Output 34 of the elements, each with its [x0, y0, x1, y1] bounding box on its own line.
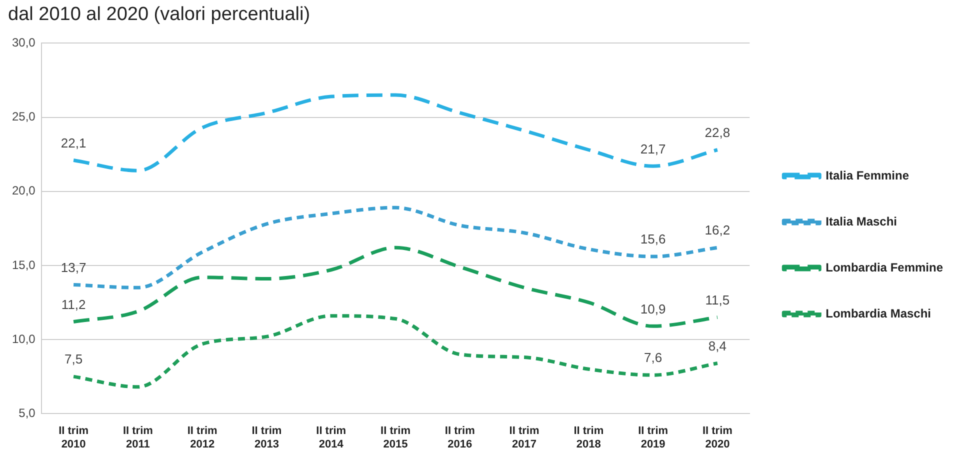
data-label: 22,1: [60, 135, 86, 150]
x-tick-label: II trim 2010: [58, 425, 89, 450]
x-tick-label: II trim 2016: [444, 425, 476, 450]
x-tick-label: II trim 2011: [122, 425, 154, 450]
data-label: 11,2: [61, 296, 86, 312]
data-label: 21,7: [640, 141, 666, 156]
y-tick-label: 15,0: [12, 258, 36, 272]
y-tick-label: 30,0: [12, 36, 36, 50]
chart-title: dal 2010 al 2020 (valori percentuali): [7, 3, 312, 27]
x-tick-label: II trim 2015: [380, 425, 411, 450]
y-tick-label: 5,0: [18, 406, 36, 420]
x-tick-label: II trim 2013: [252, 425, 282, 450]
data-label: 16,2: [704, 222, 730, 238]
x-tick-label: II trim 2014: [316, 425, 346, 450]
legend-label: Italia Maschi: [826, 214, 898, 228]
legend-label: Italia Femmine: [826, 168, 910, 182]
data-label: 15,6: [640, 232, 666, 247]
y-tick-label: 25,0: [12, 110, 36, 124]
data-label: 11,5: [705, 292, 730, 308]
x-tick-label: II trim 2019: [638, 425, 668, 450]
legend-label: Lombardia Maschi: [826, 306, 931, 320]
data-label: 7,5: [64, 352, 83, 367]
x-tick-label: II trim 2017: [509, 425, 540, 450]
x-tick-label: II trim 2018: [574, 425, 604, 450]
data-label: 8,4: [708, 338, 726, 354]
x-tick-label: II trim 2020: [702, 425, 733, 450]
data-label: 7,6: [644, 350, 662, 366]
y-tick-label: 20,0: [12, 184, 36, 198]
y-tick-label: 10,0: [12, 332, 36, 346]
data-label: 22,8: [704, 124, 730, 140]
legend-label: Lombardia Femmine: [826, 260, 944, 274]
data-label: 10,9: [640, 301, 666, 316]
data-label: 13,7: [60, 260, 86, 275]
x-tick-label: II trim 2012: [187, 425, 218, 450]
